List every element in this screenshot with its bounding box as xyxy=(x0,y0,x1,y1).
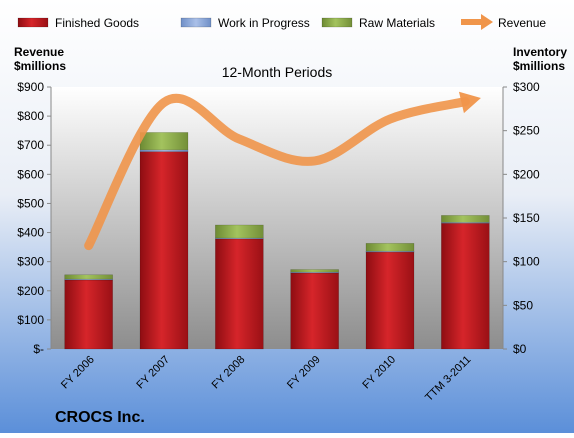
right-tick-label: $150 xyxy=(513,211,540,225)
bar-finished-goods xyxy=(291,273,339,349)
legend-label-revenue: Revenue xyxy=(498,16,546,30)
left-tick-label: $600 xyxy=(17,167,44,181)
left-axis-label-line2: $millions xyxy=(14,59,66,73)
right-tick-label: $50 xyxy=(513,298,533,312)
left-tick-label: $900 xyxy=(17,80,44,94)
bar-raw-materials xyxy=(65,275,113,279)
right-axis-label-line2: $millions xyxy=(513,59,565,73)
legend-swatch-raw-materials xyxy=(322,18,352,27)
plot-area xyxy=(51,87,503,349)
bar-raw-materials xyxy=(441,215,489,222)
right-tick-label: $200 xyxy=(513,167,540,181)
left-tick-label: $100 xyxy=(17,313,44,327)
bar-finished-goods xyxy=(215,239,263,349)
bar-raw-materials xyxy=(291,270,339,273)
left-tick-label: $700 xyxy=(17,138,44,152)
right-tick-label: $250 xyxy=(513,124,540,138)
bar-finished-goods xyxy=(441,223,489,349)
bar-finished-goods xyxy=(65,280,113,349)
legend-swatch-finished-goods xyxy=(18,18,48,27)
left-tick-label: $- xyxy=(33,342,44,356)
bar-raw-materials xyxy=(215,225,263,238)
left-tick-label: $200 xyxy=(17,284,44,298)
left-tick-label: $500 xyxy=(17,196,44,210)
right-tick-label: $300 xyxy=(513,80,540,94)
left-tick-label: $400 xyxy=(17,226,44,240)
chart-title: 12-Month Periods xyxy=(222,64,333,80)
legend-label-raw-materials: Raw Materials xyxy=(359,16,435,30)
bar-finished-goods xyxy=(366,252,414,349)
left-tick-label: $800 xyxy=(17,109,44,123)
bar-work-in-progress xyxy=(140,150,188,152)
left-tick-label: $300 xyxy=(17,255,44,269)
bar-raw-materials xyxy=(140,132,188,149)
legend-label-work-in-progress: Work in Progress xyxy=(218,16,310,30)
legend-swatch-work-in-progress xyxy=(181,18,211,27)
right-tick-label: $100 xyxy=(513,255,540,269)
company-name: CROCS Inc. xyxy=(55,409,145,426)
left-axis-label-line1: Revenue xyxy=(14,45,64,59)
bar-raw-materials xyxy=(366,243,414,251)
bar-finished-goods xyxy=(140,152,188,349)
right-tick-label: $0 xyxy=(513,342,527,356)
right-axis-label-line1: Inventory xyxy=(513,45,567,59)
legend-label-finished-goods: Finished Goods xyxy=(55,16,139,30)
